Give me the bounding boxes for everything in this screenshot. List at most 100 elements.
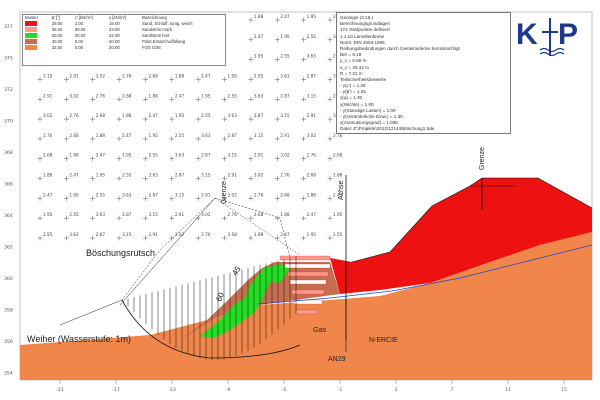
grid-point: 2.68 [222, 232, 237, 241]
logo-wave-1 [539, 47, 565, 53]
grid-point: 3.15 [37, 73, 53, 82]
pink-stripe [295, 309, 319, 315]
grid-point: 2.55 [301, 34, 316, 43]
grid-point: 2.87 [116, 212, 132, 221]
grid-value: 2.47 [148, 113, 158, 118]
slip-surface-slices [127, 256, 297, 360]
info-line: γ(Wichte) = 1.00 [340, 101, 374, 107]
grid-point: 2.87 [142, 192, 158, 201]
x-tick-label: -17 [112, 387, 120, 393]
grid-point: 3.02 [37, 113, 53, 122]
grid-point: 3.63 [142, 173, 158, 182]
grid-value: 2.91 [148, 232, 158, 237]
grid-value: 3.02 [175, 232, 185, 237]
grid-value: 1.88 [43, 173, 53, 178]
x-axis: -21 -17 -13 -9 -5 -1 3 7 11 15 [56, 380, 567, 393]
x-tick-label: 15 [561, 387, 567, 393]
grid-point: 2.47 [169, 93, 184, 102]
grid-point: 2.91 [142, 232, 158, 241]
info-line: Berechnungsgrundlagen [340, 21, 391, 27]
legend-swatch [23, 21, 50, 27]
grid-point: 2.55 [90, 192, 105, 201]
grid-value: 2.76 [228, 212, 238, 217]
x-tick-label: -13 [168, 387, 176, 393]
legend-c: 2.00 [74, 21, 84, 26]
grid-value: 2.76 [201, 232, 211, 237]
grid-value: 1.95 [148, 133, 158, 138]
legend-header-muster: Muster [25, 15, 39, 20]
grid-point: 1.88 [274, 212, 290, 221]
legend-header-phi: ϕ' [°] [51, 15, 61, 20]
grid-value: 2.76 [307, 153, 317, 158]
grid-point: 2.76 [116, 73, 132, 82]
grid-point: 2.68 [116, 93, 132, 102]
grid-value: 2.55 [280, 54, 290, 59]
grid-point: 2.68 [301, 173, 316, 182]
grid-value: 2.68 [43, 153, 53, 158]
grid-point: 3.02 [63, 93, 79, 102]
grid-point: 2.68 [248, 212, 264, 221]
info-line: x_c = 26.32 m [340, 64, 369, 70]
grid-value: 2.47 [333, 192, 343, 197]
legend-row: 35.00 30.00 23.00 Sandstein mürb [23, 27, 225, 33]
grid-value: 2.68 [280, 192, 290, 197]
grid-point: 2.55 [142, 153, 158, 162]
legend-row: 30.00 20.00 22.00 Sandstein fest [23, 33, 225, 39]
grid-point: 1.95 [116, 153, 132, 162]
grid-point: 2.91 [274, 133, 290, 142]
grid-value: 2.91 [254, 153, 264, 158]
y-tick-label: 360 [4, 276, 13, 282]
grid-point: 2.55 [63, 212, 79, 221]
grid-point: 2.47 [274, 232, 290, 241]
grid-value: 2.68 [333, 153, 343, 158]
grid-point: 2.47 [37, 192, 53, 201]
grid-value: 2.55 [43, 232, 53, 237]
grid-point: 1.95 [90, 173, 105, 182]
grid-point: 1.95 [274, 34, 290, 43]
grid-value: 3.02 [201, 212, 211, 217]
water-line [257, 244, 593, 305]
material-legend: Muster ϕ' [°] c' [kN/m²] γ [kN/m³] Bezei… [22, 14, 226, 66]
grid-point: 2.76 [195, 232, 211, 241]
info-line: γ(q) = 1.30 [340, 95, 363, 101]
grid-point: 1.95 [195, 93, 211, 102]
grid-point: 3.63 [301, 54, 316, 63]
grid-point: 1.88 [142, 93, 158, 102]
grid-point: 2.87 [169, 173, 184, 182]
grid-value: 2.76 [254, 192, 264, 197]
n-ercie-label: N-ERCIE [369, 337, 398, 344]
grid-value: 2.87 [307, 73, 317, 78]
grid-point: 2.47 [327, 192, 343, 201]
grid-point: 1.88 [248, 232, 264, 241]
grid-value: 3.15 [175, 192, 185, 197]
grenze-label-left: Grenze [221, 181, 228, 204]
grid-point: 3.15 [116, 232, 132, 241]
grid-value: 1.95 [201, 93, 211, 98]
grid-point: 1.95 [63, 192, 79, 201]
x-tick-label: -1 [338, 387, 343, 393]
grid-value: 2.55 [228, 93, 238, 98]
grid-value: 3.63 [148, 173, 158, 178]
grid-point: 3.15 [222, 153, 237, 162]
grid-value: 1.88 [69, 153, 79, 158]
grid-point: 3.63 [222, 113, 237, 122]
grid-value: 1.88 [175, 73, 185, 78]
grid-value: 2.55 [96, 192, 106, 197]
grid-value: 3.02 [280, 153, 290, 158]
x-tick-label: -5 [282, 387, 287, 393]
grid-value: 2.55 [148, 153, 158, 158]
angle-60-label: 60 [214, 291, 226, 303]
grid-value: 2.87 [228, 133, 238, 138]
grid-point: 2.47 [248, 34, 264, 43]
legend-phi: 25.00 [51, 21, 63, 26]
y-tick-label: 366 [4, 182, 13, 188]
legend-swatch [23, 39, 50, 45]
x-tick-label: 3 [395, 387, 398, 393]
grid-point: 2.68 [327, 153, 343, 162]
grid-point: 3.63 [248, 93, 264, 102]
grid-point: 2.76 [301, 153, 316, 162]
grid-value: 2.87 [254, 113, 264, 118]
grid-value: 1.95 [175, 113, 185, 118]
info-line: γ(Ausnutzungsgrad) = 1.065 [340, 120, 398, 126]
